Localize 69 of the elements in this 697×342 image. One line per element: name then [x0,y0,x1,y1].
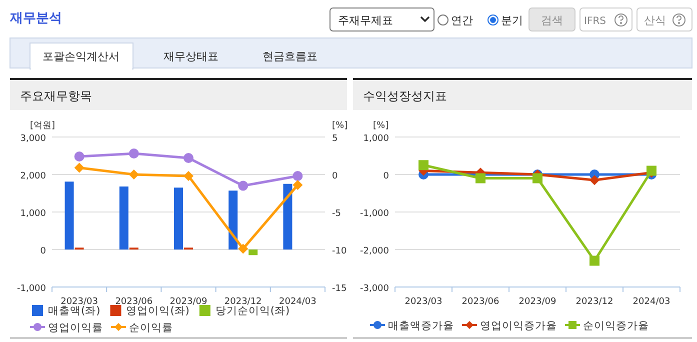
point [184,153,194,163]
y-tick-label: -3,000 [360,284,390,294]
y2-tick-label: -10 [332,246,347,256]
text: 현금흐름표 [262,50,318,63]
bar [174,188,183,250]
text: 재무분석 [9,11,62,26]
legend-label: 매출액증가율 [388,320,454,332]
bar [119,186,128,250]
y-tick-label: -1,000 [16,284,46,294]
point [292,171,303,181]
text: 산식 [644,14,666,27]
x-tick-label: 2023/09 [170,297,208,307]
bar [64,182,74,250]
point [476,173,486,184]
x-tick-label: 2024/03 [279,297,316,307]
point [532,173,542,184]
text: 재무상태표 [164,50,218,63]
y2-tick-label: 5 [332,134,338,144]
y-tick-label: -2,000 [360,246,390,256]
legend-label: 순이익증가율 [583,320,649,332]
y2-tick-label: 0 [332,172,338,182]
text: 주재무제표 [338,14,393,27]
x-tick-label: 2023/03 [60,297,98,307]
point [128,170,139,180]
text: 검색 [541,14,563,27]
legend-label: 영업이익(좌) [126,305,190,317]
point [128,148,139,158]
point [590,175,600,186]
x-tick-label: 2023/12 [224,297,262,307]
bar [228,190,238,250]
y-tick-label: -1,000 [360,209,390,219]
point [238,244,248,254]
y-tick-label: 2,000 [20,172,46,182]
y2-tick-label: -5 [332,209,341,219]
point [74,152,84,162]
y-tick-label: 1,000 [20,209,46,219]
bar [248,250,258,256]
x-tick-label: 2023/12 [576,297,614,307]
legend-label: 영업이익률 [48,322,103,334]
text: 연간 [451,14,473,27]
y-tick-label: 0 [40,246,46,256]
point [418,160,428,170]
text: 포괄손익계산서 [42,50,120,63]
x-tick-label: 2024/03 [632,297,670,307]
point [238,180,248,191]
x-tick-label: 2023/03 [404,297,442,307]
legend-label: 매출액(좌) [48,305,100,317]
chart-title: 주요재무항목 [20,89,92,103]
point [184,171,194,181]
y-tick-label: 3,000 [20,134,46,144]
x-tick-label: 2023/06 [462,297,500,307]
x-tick-label: 2023/09 [518,297,556,307]
text: IFRS [584,16,606,27]
point [74,162,84,173]
y2-axis-title: [%] [332,121,348,131]
chart-title: 수익성장성지표 [363,89,447,103]
y-tick-label: 0 [383,172,390,182]
y-axis-title: [억원] [30,121,56,131]
y2-tick-label: -15 [332,284,347,294]
text: 분기 [501,14,523,27]
point [590,256,600,266]
legend-label: 당기순이익(좌) [215,305,290,317]
bar [283,184,292,250]
legend-label: 순이익률 [129,322,173,334]
x-tick-label: 2023/06 [115,297,153,307]
y-tick-label: 1,000 [363,134,390,144]
y-axis-title: [%] [373,121,389,131]
point [292,180,303,190]
legend-label: 영업이익증가율 [480,320,557,332]
